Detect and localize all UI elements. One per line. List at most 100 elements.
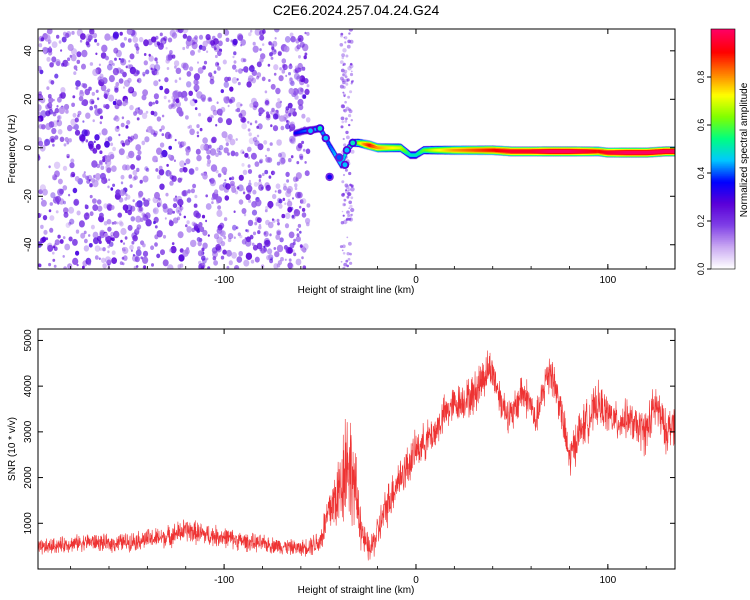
noise-blob [57, 178, 63, 185]
noise-blob [301, 198, 307, 205]
noise-blob [296, 233, 300, 237]
noise-blob [271, 48, 277, 55]
noise-blob [185, 224, 188, 228]
noise-blob [302, 43, 309, 52]
noise-blob [107, 226, 112, 232]
colorbar-swatch [711, 121, 735, 124]
noise-blob [237, 81, 241, 86]
noise-blob [171, 32, 178, 39]
ridge-mark [327, 142, 331, 145]
colorbar-swatch [711, 259, 735, 262]
noise-blob [114, 87, 119, 93]
noise-blob [248, 132, 252, 137]
noise-blob [110, 142, 114, 147]
colorbar-swatch [711, 233, 735, 236]
noise-blob [298, 55, 301, 59]
noise-blob [259, 48, 262, 52]
noise-blob [43, 229, 48, 235]
noise-blob [110, 235, 113, 238]
colorbar-swatch [711, 195, 735, 198]
noise-blob [82, 120, 85, 123]
noise-blob [80, 33, 86, 40]
noise-blob [268, 221, 274, 229]
noise-blob [241, 122, 247, 130]
noise-blob [174, 138, 177, 142]
noise-blob [265, 205, 269, 210]
noise-blob [250, 152, 257, 160]
colorbar-swatch [711, 91, 735, 94]
noise-blob [67, 263, 73, 269]
noise-blob [188, 90, 193, 97]
noise-blob [127, 77, 132, 83]
noise-blob [242, 151, 245, 154]
noise-blob [54, 170, 60, 178]
colorbar-swatch [711, 49, 735, 52]
noise-blob [272, 125, 279, 132]
noise-blob [294, 187, 298, 191]
noise-blob [81, 83, 85, 88]
noise-blob [164, 77, 169, 83]
noise-blob [216, 101, 219, 104]
noise-blob [251, 242, 255, 246]
noise-blob [53, 175, 57, 181]
colorbar-swatch [711, 163, 735, 166]
noise-blob [89, 145, 95, 152]
colorbar-swatch [711, 55, 735, 58]
colorbar-swatch [711, 239, 735, 242]
noise-blob [167, 99, 171, 103]
noise-blob [289, 263, 294, 269]
x-tick-label: -100 [214, 575, 234, 586]
noise-blob [79, 91, 85, 97]
noise-blob [98, 257, 101, 261]
colorbar-swatch [711, 93, 735, 96]
noise-blob [343, 36, 346, 39]
noise-blob [244, 237, 247, 240]
noise-blob [228, 99, 233, 104]
noise-blob [213, 38, 219, 45]
noise-blob [108, 94, 115, 102]
noise-blob [263, 230, 269, 237]
noise-blob [293, 238, 296, 242]
noise-blob [172, 217, 179, 224]
noise-blob [132, 169, 138, 176]
noise-blob [197, 49, 201, 53]
colorbar-swatch [711, 103, 735, 106]
noise-blob [297, 62, 303, 70]
noise-blob [167, 264, 174, 269]
noise-blob [286, 200, 293, 208]
noise-blob [94, 108, 101, 116]
noise-blob [175, 195, 183, 204]
noise-blob [110, 237, 113, 241]
noise-blob [217, 205, 222, 210]
noise-blob [226, 118, 232, 126]
noise-blob [164, 217, 167, 220]
noise-blob [206, 154, 211, 160]
noise-blob [277, 222, 280, 226]
colorbar-swatch [711, 63, 735, 66]
noise-blob [121, 116, 125, 120]
colorbar-swatch [711, 125, 735, 128]
noise-blob [165, 192, 169, 197]
noise-blob [51, 56, 57, 63]
noise-region [38, 29, 355, 269]
noise-blob [219, 113, 223, 117]
noise-blob [151, 68, 158, 76]
noise-blob [50, 80, 55, 85]
noise-blob [201, 214, 206, 219]
x-tick-label: 100 [600, 275, 617, 286]
noise-blob [41, 236, 47, 243]
noise-blob [218, 151, 222, 156]
noise-blob [67, 124, 73, 132]
noise-blob [47, 102, 53, 109]
colorbar-swatch [711, 101, 735, 104]
noise-blob [344, 75, 348, 79]
noise-blob [136, 50, 139, 54]
noise-blob [143, 53, 147, 56]
noise-blob [162, 203, 168, 210]
colorbar-swatch [711, 183, 735, 186]
noise-blob [349, 213, 353, 217]
noise-blob [93, 140, 96, 144]
noise-blob [252, 189, 257, 195]
noise-blob [74, 176, 80, 182]
noise-blob [58, 40, 62, 44]
